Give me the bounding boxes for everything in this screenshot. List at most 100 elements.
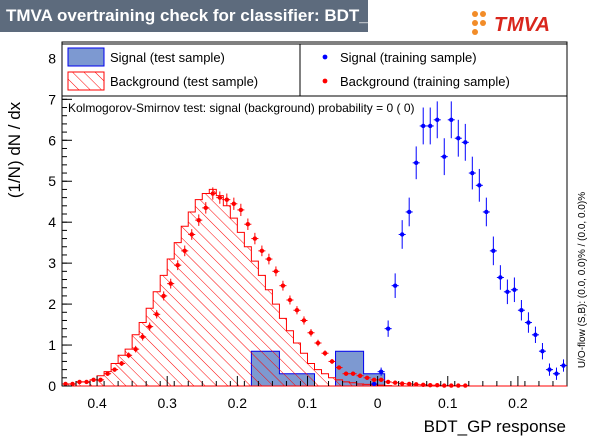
- background-train-point: [280, 283, 286, 288]
- background-train-point: [266, 256, 272, 262]
- background-train-point: [140, 334, 145, 340]
- background-train-point: [449, 383, 454, 388]
- background-train-point: [322, 351, 328, 356]
- background-train-point: [210, 191, 215, 196]
- signal-train-point: [463, 140, 468, 145]
- signal-train-point: [561, 363, 566, 368]
- signal-train-point: [526, 320, 531, 325]
- signal-train-point: [428, 123, 433, 129]
- y-tick-label: 5: [48, 173, 56, 189]
- chart-title: TMVA overtraining check for classifier: …: [6, 6, 394, 25]
- y-tick-label: 8: [48, 50, 56, 66]
- background-train-point: [161, 293, 166, 299]
- signal-train-point: [399, 232, 405, 237]
- background-train-point: [147, 324, 152, 329]
- legend: Signal (test sample) Background (test sam…: [61, 43, 568, 97]
- background-train-point: [91, 377, 96, 383]
- background-train-point: [343, 371, 349, 376]
- background-train-point: [463, 383, 468, 388]
- signal-train-point: [491, 248, 496, 254]
- background-test-swatch: [67, 71, 105, 91]
- signal-train-point: [519, 308, 524, 313]
- background-train-point: [294, 308, 300, 313]
- y-tick-label: 4: [48, 214, 56, 230]
- signal-train-swatch: [322, 54, 328, 60]
- background-train-points: [62, 187, 469, 388]
- signal-train-point: [456, 136, 461, 141]
- background-train-point: [105, 371, 110, 376]
- background-train-point: [399, 381, 405, 386]
- background-train-point: [364, 375, 370, 381]
- background-train-point: [371, 377, 377, 383]
- background-train-point: [315, 340, 321, 346]
- overflow-label: U/O-flow (S,B): (0.0, 0.0)% / (0.0, 0.0)…: [577, 192, 588, 368]
- y-tick-label: 6: [48, 132, 56, 148]
- background-train-point: [168, 281, 173, 286]
- signal-train-point: [414, 160, 419, 166]
- background-train-point: [329, 359, 335, 364]
- legend-background-test: Background (test sample): [110, 74, 258, 89]
- y-tick-label: 2: [48, 296, 56, 312]
- background-train-point: [231, 201, 237, 206]
- y-tick-label: 7: [48, 91, 56, 107]
- background-train-point: [245, 222, 251, 227]
- background-train-point: [406, 381, 412, 387]
- background-train-point: [133, 346, 138, 352]
- background-train-point: [435, 382, 440, 388]
- background-train-point: [112, 367, 117, 372]
- background-train-point: [252, 236, 258, 241]
- signal-train-point: [533, 332, 538, 338]
- background-train-point: [273, 269, 279, 274]
- logo-letter: T: [494, 14, 508, 36]
- background-train-point: [357, 373, 363, 378]
- y-tick-label: 3: [48, 255, 56, 271]
- background-train-point: [442, 383, 447, 388]
- signal-train-point: [477, 183, 482, 188]
- signal-train-point: [498, 275, 503, 280]
- background-train-point: [421, 382, 426, 387]
- background-train-point: [385, 379, 391, 385]
- x-tick-label: 0.2: [228, 395, 248, 411]
- background-train-point: [336, 365, 342, 370]
- signal-train-point: [406, 209, 412, 215]
- background-train-point: [203, 205, 208, 211]
- plot-area: 0.4 0.3 0.2 0.1 0 0.1 0.2 0 1 2 3 4 5 6 7 8: [48, 41, 568, 411]
- signal-train-point: [378, 369, 384, 374]
- y-axis-label: (1/N) dN / dx: [5, 101, 24, 198]
- logo-dots-icon: [472, 11, 486, 35]
- tmva-logo: T MVA: [472, 11, 550, 36]
- legend-signal-test: Signal (test sample): [110, 50, 225, 65]
- signal-train-point: [449, 117, 454, 123]
- background-train-point: [63, 381, 68, 387]
- background-train-point: [350, 371, 356, 376]
- background-train-point: [84, 379, 89, 385]
- background-train-point: [196, 217, 201, 223]
- logo-text: MVA: [507, 14, 550, 36]
- legend-background-train: Background (training sample): [340, 74, 510, 89]
- signal-train-point: [540, 348, 545, 354]
- y-tick-label: 0: [48, 378, 56, 394]
- signal-train-points: [370, 101, 567, 387]
- ks-test-label: Kolmogorov-Smirnov test: signal (backgro…: [68, 101, 415, 115]
- signal-train-point: [484, 209, 489, 215]
- background-train-point: [456, 383, 461, 388]
- signal-train-point: [512, 287, 517, 292]
- x-tick-label: 0: [374, 395, 382, 411]
- background-train-point: [98, 377, 103, 383]
- background-train-point: [308, 330, 314, 335]
- y-tick-label: 1: [48, 337, 56, 353]
- title-bar: TMVA overtraining check for classifier: …: [0, 0, 393, 32]
- signal-train-point: [547, 367, 552, 372]
- signal-train-point: [554, 371, 559, 376]
- background-train-point: [126, 353, 131, 358]
- background-train-point: [217, 195, 223, 200]
- signal-train-point: [435, 117, 440, 123]
- background-train-point: [70, 381, 75, 387]
- signal-train-point: [421, 123, 426, 129]
- signal-test-swatch: [67, 47, 105, 67]
- signal-train-point: [505, 289, 510, 295]
- x-tick-label: 0.1: [438, 395, 458, 411]
- background-train-point: [182, 248, 187, 254]
- signal-train-point: [385, 326, 391, 331]
